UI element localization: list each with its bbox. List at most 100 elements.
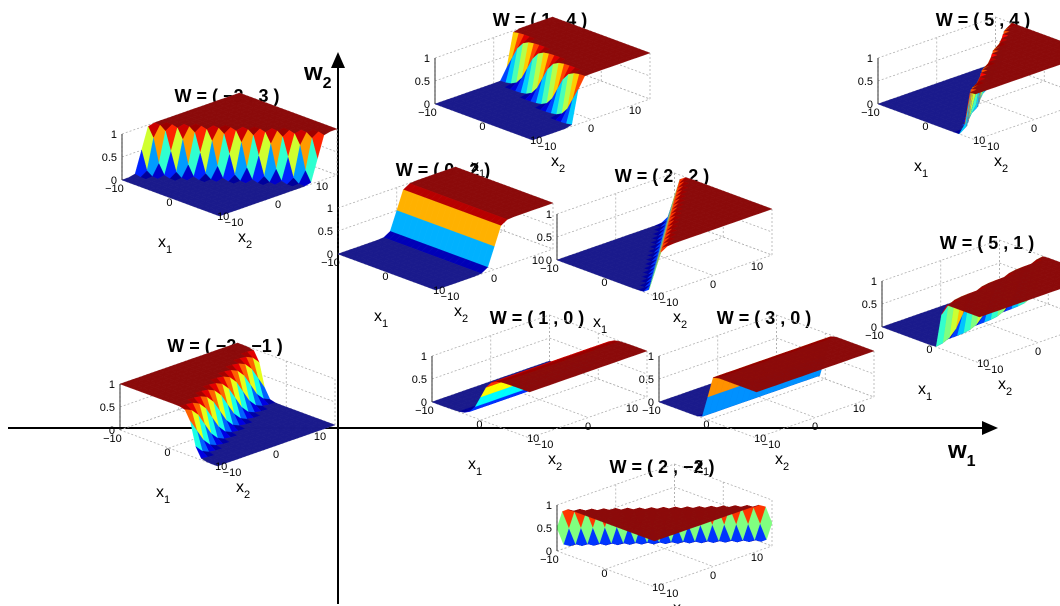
x1-axis-label: x1 — [158, 234, 172, 256]
x2-tick-label: −10 — [762, 439, 781, 451]
x1-tick-label: 10 — [652, 582, 664, 594]
surface-patch — [973, 312, 987, 318]
x2-axis-label-main: x — [673, 309, 681, 326]
z-tick-label: 0.5 — [412, 374, 427, 386]
x2-axis-label-main: x — [454, 303, 462, 320]
x1-tick-label: 10 — [217, 211, 229, 223]
x2-axis-label-main: x — [551, 153, 559, 170]
x2-axis-label-subscript: 2 — [1006, 386, 1012, 398]
w2-axis-label-main: w — [303, 59, 323, 86]
x2-axis-label-subscript: 2 — [462, 313, 468, 325]
grid-line — [975, 110, 1060, 141]
x2-tick-label: 10 — [751, 261, 763, 273]
x2-tick-label: −10 — [981, 141, 1000, 153]
z-tick-label: 0 — [871, 322, 877, 334]
sigmoid-surface — [431, 340, 648, 413]
x1-tick-label: 0 — [166, 197, 172, 209]
x2-axis-label-subscript: 2 — [244, 489, 250, 501]
x1-tick-label: 0 — [601, 277, 607, 289]
x1-axis-label: x1 — [695, 456, 709, 478]
z-tick-label: 0.5 — [537, 523, 552, 535]
x1-tick-label: 0 — [703, 419, 709, 431]
surface-patch — [523, 387, 537, 393]
z-tick-label: 0.5 — [537, 232, 552, 244]
grid-line — [654, 545, 773, 588]
x2-tick-label: 0 — [710, 570, 716, 582]
x1-tick-label: 0 — [479, 121, 485, 133]
x1-axis-label-main: x — [374, 308, 382, 325]
x2-tick-label: 0 — [1035, 346, 1041, 358]
grid-line — [119, 365, 238, 408]
x1-axis-label-subscript: 1 — [922, 168, 928, 180]
grid-line — [529, 396, 648, 439]
x2-tick-label: 0 — [585, 421, 591, 433]
surface-patch — [1056, 269, 1060, 272]
x1-tick-label: 0 — [476, 419, 482, 431]
x1-tick-label: −10 — [540, 263, 559, 275]
grid-line — [881, 262, 1000, 305]
grid-line — [979, 334, 1060, 364]
grid-line — [434, 16, 553, 59]
grid-line — [999, 239, 1060, 263]
x1-axis-label-subscript: 1 — [476, 466, 482, 478]
plot-title: W = ( 5 , 4 ) — [936, 10, 1031, 30]
surface-patch — [213, 211, 227, 217]
x1-axis-label: x1 — [593, 314, 607, 336]
x2-tick-label: −10 — [441, 291, 460, 303]
grid-line — [776, 314, 875, 352]
x2-tick-label: −10 — [223, 467, 242, 479]
x1-tick-label: −10 — [105, 183, 124, 195]
grid-line — [337, 189, 456, 232]
z-tick-label: 1 — [421, 351, 427, 363]
x2-axis-label: x2 — [994, 153, 1008, 175]
x1-tick-label: 10 — [652, 291, 664, 303]
grid-line — [168, 406, 287, 449]
surface-patch — [750, 387, 764, 393]
surface-patch — [526, 135, 540, 141]
grid-line — [881, 239, 1000, 282]
grid-line — [556, 550, 655, 588]
sigmoid-surface — [658, 336, 875, 417]
x1-axis-label-main: x — [914, 158, 922, 175]
x1-tick-label: 10 — [215, 461, 227, 473]
x2-axis-label: x2 — [236, 479, 250, 501]
plot-title: W = ( 2 , −2 ) — [609, 457, 714, 477]
sigmoid-surface — [119, 342, 336, 467]
grid-line — [556, 172, 675, 215]
z-tick-label: 0 — [421, 397, 427, 409]
grid-line — [549, 337, 648, 375]
x1-axis-label: x1 — [468, 456, 482, 478]
x1-axis-label-subscript: 1 — [166, 244, 172, 256]
plot-title: W = ( 3 , 0 ) — [717, 308, 812, 328]
z-tick-label: 1 — [327, 203, 333, 215]
x2-tick-label: 10 — [532, 255, 544, 267]
surface-patch — [1056, 52, 1060, 56]
x2-axis-label: x2 — [548, 451, 562, 473]
z-tick-label: 0.5 — [318, 226, 333, 238]
z-tick-label: 0 — [546, 546, 552, 558]
z-tick-label: 1 — [871, 276, 877, 288]
x1-axis-label: x1 — [914, 158, 928, 180]
x1-tick-label: −10 — [321, 257, 340, 269]
x2-axis-label-main: x — [236, 479, 244, 496]
surface-patch — [211, 461, 225, 467]
x1-tick-label: −10 — [642, 405, 661, 417]
x1-axis-label-main: x — [593, 314, 601, 331]
x2-tick-label: 0 — [491, 273, 497, 285]
z-tick-label: 0 — [648, 397, 654, 409]
x2-axis-label-main: x — [994, 153, 1002, 170]
x2-tick-label: 0 — [1031, 123, 1037, 135]
z-tick-label: 0 — [109, 425, 115, 437]
x2-axis-label-main: x — [775, 451, 783, 468]
x1-tick-label: 0 — [926, 344, 932, 356]
x1-axis-label-subscript: 1 — [164, 494, 170, 506]
x1-tick-label: 0 — [382, 271, 388, 283]
sigmoid-surface — [877, 22, 1060, 135]
grid-line — [658, 314, 777, 357]
x2-tick-label: −10 — [535, 439, 554, 451]
x1-tick-label: 10 — [530, 135, 542, 147]
